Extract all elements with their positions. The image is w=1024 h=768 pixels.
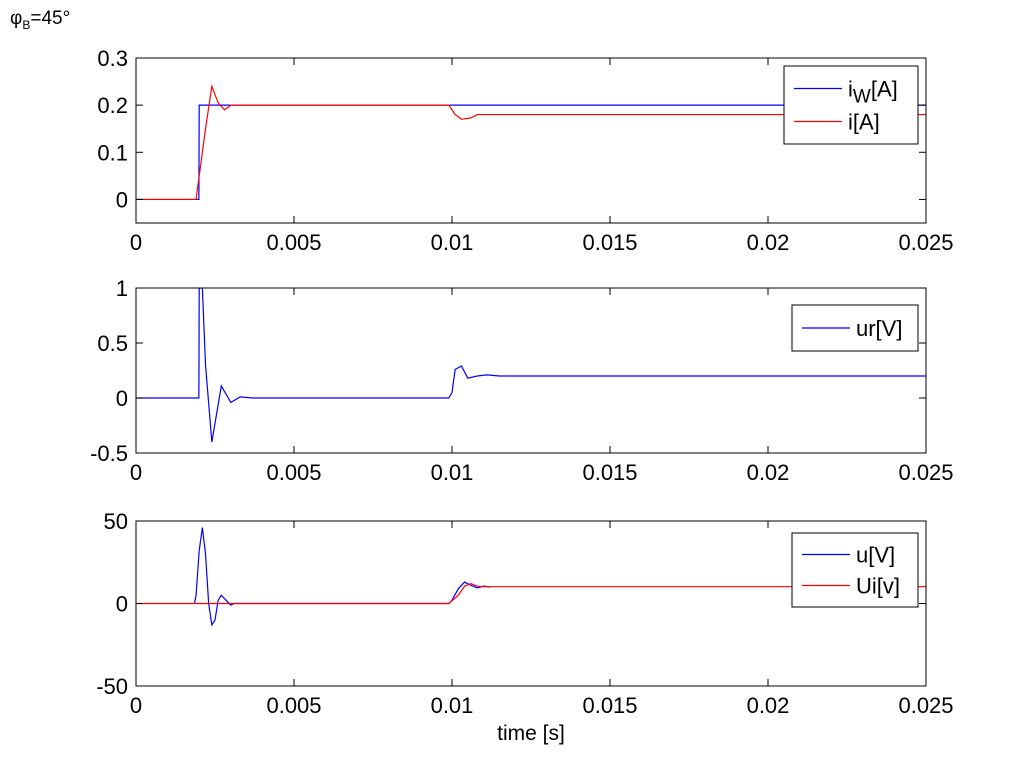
x-tick-label: 0.025 [898,693,953,718]
series-line-1 [193,527,490,627]
x-tick-label: 0.02 [747,460,790,485]
axes-box [135,57,927,224]
figure-label-symbol: φ [10,8,23,29]
x-tick-label: 0.01 [431,460,474,485]
y-tick-label: 0 [116,592,128,617]
legend-label: Ui[v] [856,574,900,599]
y-tick-label: 0.1 [97,140,128,165]
figure-label: φB=45° [10,8,70,32]
x-tick-label: 0.015 [582,460,637,485]
x-tick-label: 0.025 [898,230,953,255]
legend-box [783,65,919,145]
x-tick-label: 0 [130,693,142,718]
y-tick-label: 0 [116,187,128,212]
y-tick-label: 0.5 [97,331,128,356]
x-axis-label: time [s] [497,722,565,745]
x-tick-label: 0.005 [266,230,321,255]
series-line-1 [136,288,926,443]
y-tick-label: 50 [104,509,128,534]
x-tick-label: 0.02 [747,693,790,718]
y-tick-label: 0.3 [97,46,128,71]
x-tick-label: 0 [130,460,142,485]
y-tick-label: 0.2 [97,93,128,118]
y-tick-label: 0 [116,386,128,411]
x-tick-label: 0.005 [266,693,321,718]
series-line-2 [136,83,926,201]
y-tick-label: -50 [96,674,128,699]
y-tick-label: -0.5 [90,441,128,466]
x-tick-label: 0.01 [431,230,474,255]
legend-box [791,532,919,608]
figure-label-value: =45° [30,8,71,29]
legend-label: ur[V] [856,316,902,341]
x-tick-label: 0.025 [898,460,953,485]
x-tick-label: 0.02 [747,230,790,255]
x-tick-label: 0.01 [431,693,474,718]
x-tick-label: 0 [130,230,142,255]
axes-box [135,287,927,454]
figure-label-subscript: B [22,17,31,32]
y-tick-label: 1 [116,276,128,301]
x-tick-label: 0.015 [582,693,637,718]
x-tick-label: 0.005 [266,460,321,485]
legend-label: u[V] [856,543,895,568]
series-line-2 [136,583,926,605]
subplot-1: 0 0.005 0.01 0.015 0.02 0.02500.10.20.3iW[A]i… [97,46,953,255]
x-tick-label: 0.015 [582,230,637,255]
legend-label: i[A] [848,110,880,135]
